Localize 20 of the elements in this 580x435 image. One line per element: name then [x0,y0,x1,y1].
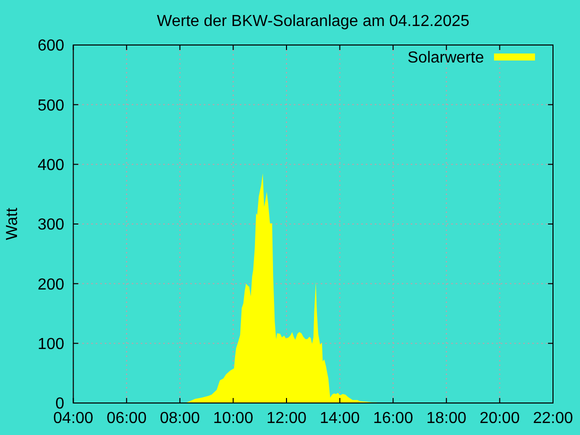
x-tick-label: 22:00 [532,410,574,427]
y-tick-label: 100 [38,336,64,353]
x-tick-label: 14:00 [320,410,360,427]
y-tick-label: 0 [55,396,64,413]
y-tick-label: 500 [38,97,64,114]
x-tick-label: 20:00 [480,410,520,427]
y-tick-label: 200 [38,276,64,294]
x-tick-label: 12:00 [266,410,307,427]
x-tick-label: 16:00 [373,410,414,427]
x-tick-label: 08:00 [160,410,200,427]
x-tick-label: 10:00 [213,410,254,427]
chart-title: Werte der BKW-Solaranlage am 04.12.2025 [156,13,470,30]
y-tick-label: 600 [38,38,64,55]
y-tick-label: 400 [38,156,64,174]
y-tick-label: 300 [38,216,64,234]
y-axis-title: Watt [4,207,21,240]
text: Solarwerte [408,50,484,67]
x-tick-label: 18:00 [426,410,467,427]
x-tick-label: 04:00 [53,410,94,427]
x-tick-label: 06:00 [106,410,147,427]
